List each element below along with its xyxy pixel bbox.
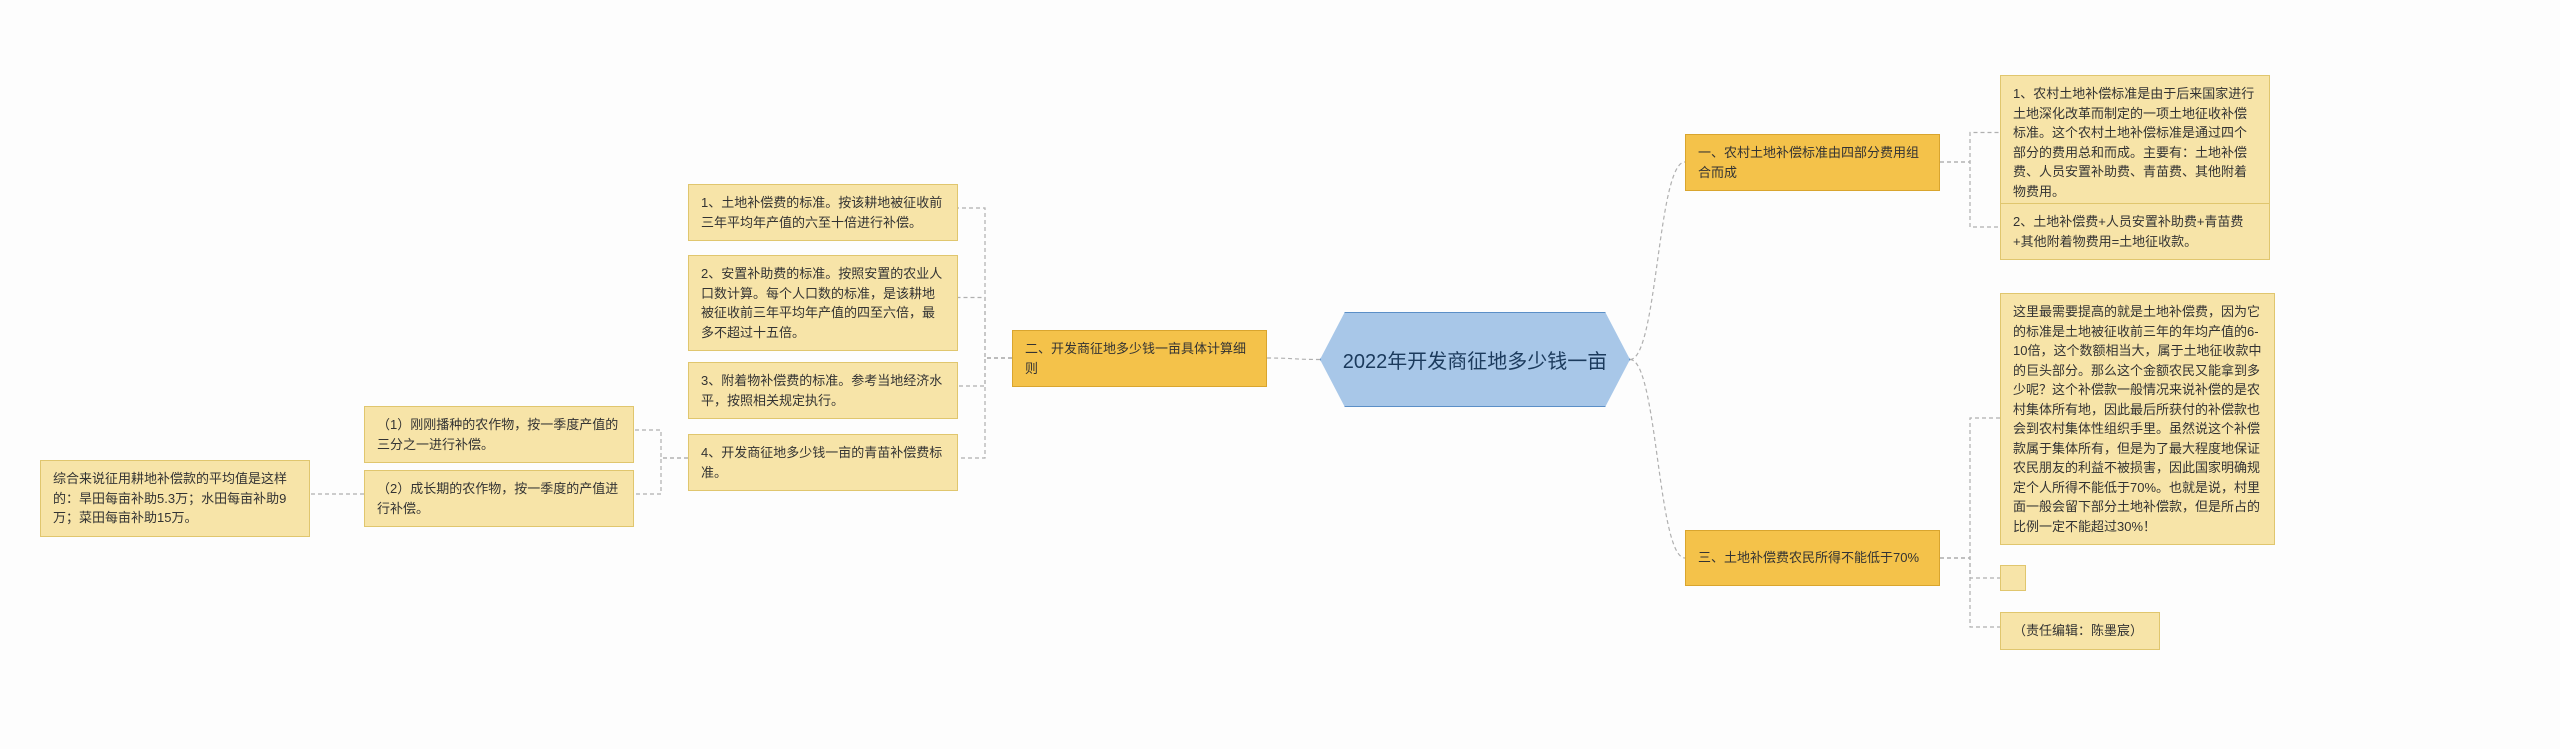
branch-node-3: 三、土地补偿费农民所得不能低于70% [1685,530,1940,586]
leaf-node [2000,565,2026,591]
leaf-text: 1、农村土地补偿标准是由于后来国家进行土地深化改革而制定的一项土地征收补偿标准。… [2013,84,2257,201]
leaf-text: 4、开发商征地多少钱一亩的青苗补偿费标准。 [701,443,945,482]
leaf-node: （责任编辑：陈墨宸） [2000,612,2160,650]
leaf-node: 4、开发商征地多少钱一亩的青苗补偿费标准。 [688,434,958,491]
leaf-node: 2、土地补偿费+人员安置补助费+青苗费+其他附着物费用=土地征收款。 [2000,203,2270,260]
leaf-text: 3、附着物补偿费的标准。参考当地经济水平，按照相关规定执行。 [701,371,945,410]
leaf-node: 综合来说征用耕地补偿款的平均值是这样的：旱田每亩补助5.3万；水田每亩补助9万；… [40,460,310,537]
leaf-node: 1、农村土地补偿标准是由于后来国家进行土地深化改革而制定的一项土地征收补偿标准。… [2000,75,2270,210]
leaf-node: 2、安置补助费的标准。按照安置的农业人口数计算。每个人口数的标准，是该耕地被征收… [688,255,958,351]
branch-label: 二、开发商征地多少钱一亩具体计算细则 [1025,339,1254,378]
leaf-text: （2）成长期的农作物，按一季度的产值进行补偿。 [377,479,621,518]
leaf-node: （1）刚刚播种的农作物，按一季度产值的三分之一进行补偿。 [364,406,634,463]
leaf-text: （1）刚刚播种的农作物，按一季度产值的三分之一进行补偿。 [377,415,621,454]
leaf-text: （责任编辑：陈墨宸） [2013,621,2143,641]
root-node: 2022年开发商征地多少钱一亩 [1320,312,1630,407]
leaf-node: （2）成长期的农作物，按一季度的产值进行补偿。 [364,470,634,527]
branch-label: 三、土地补偿费农民所得不能低于70% [1698,548,1919,568]
branch-node-1: 一、农村土地补偿标准由四部分费用组合而成 [1685,134,1940,191]
leaf-node: 1、土地补偿费的标准。按该耕地被征收前三年平均年产值的六至十倍进行补偿。 [688,184,958,241]
leaf-text: 2、土地补偿费+人员安置补助费+青苗费+其他附着物费用=土地征收款。 [2013,212,2257,251]
leaf-text: 这里最需要提高的就是土地补偿费，因为它的标准是土地被征收前三年的年均产值的6-1… [2013,302,2262,536]
branch-label: 一、农村土地补偿标准由四部分费用组合而成 [1698,143,1927,182]
root-label: 2022年开发商征地多少钱一亩 [1343,345,1608,374]
leaf-text: 1、土地补偿费的标准。按该耕地被征收前三年平均年产值的六至十倍进行补偿。 [701,193,945,232]
leaf-text: 综合来说征用耕地补偿款的平均值是这样的：旱田每亩补助5.3万；水田每亩补助9万；… [53,469,297,528]
leaf-node: 3、附着物补偿费的标准。参考当地经济水平，按照相关规定执行。 [688,362,958,419]
leaf-text: 2、安置补助费的标准。按照安置的农业人口数计算。每个人口数的标准，是该耕地被征收… [701,264,945,342]
leaf-node: 这里最需要提高的就是土地补偿费，因为它的标准是土地被征收前三年的年均产值的6-1… [2000,293,2275,545]
branch-node-2: 二、开发商征地多少钱一亩具体计算细则 [1012,330,1267,387]
